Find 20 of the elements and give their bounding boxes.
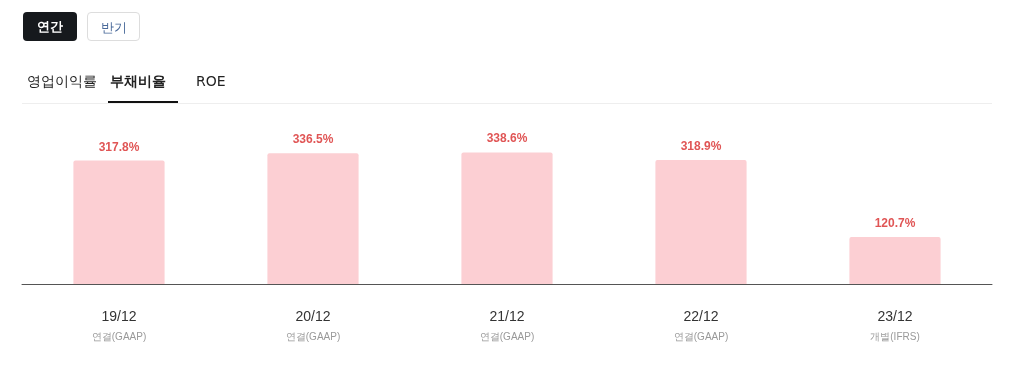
bar [73, 160, 165, 284]
bar [655, 160, 747, 284]
data-label: 317.8% [98, 139, 140, 154]
data-label: 338.6% [486, 131, 528, 146]
bar [461, 152, 553, 284]
data-label: 336.5% [292, 132, 334, 147]
data-label: 120.7% [874, 216, 916, 231]
text: ROE [196, 73, 226, 89]
x-tick-label: 22/12 연결(GAAP) [673, 308, 729, 342]
x-tick-label: 21/12 연결(GAAP) [479, 308, 535, 342]
bar [267, 153, 359, 284]
text: 부채비율 [110, 73, 166, 91]
x-tick-label: 23/12 개별(IFRS) [870, 308, 920, 342]
x-tick-label: 19/12 연결(GAAP) [91, 308, 147, 342]
text: 연간 [23, 12, 77, 41]
bar [849, 237, 941, 284]
text: 영업이익률 [27, 73, 97, 91]
text: 반기 [87, 12, 140, 41]
x-tick-label: 20/12 연결(GAAP) [285, 308, 341, 342]
data-label: 318.9% [680, 139, 722, 154]
